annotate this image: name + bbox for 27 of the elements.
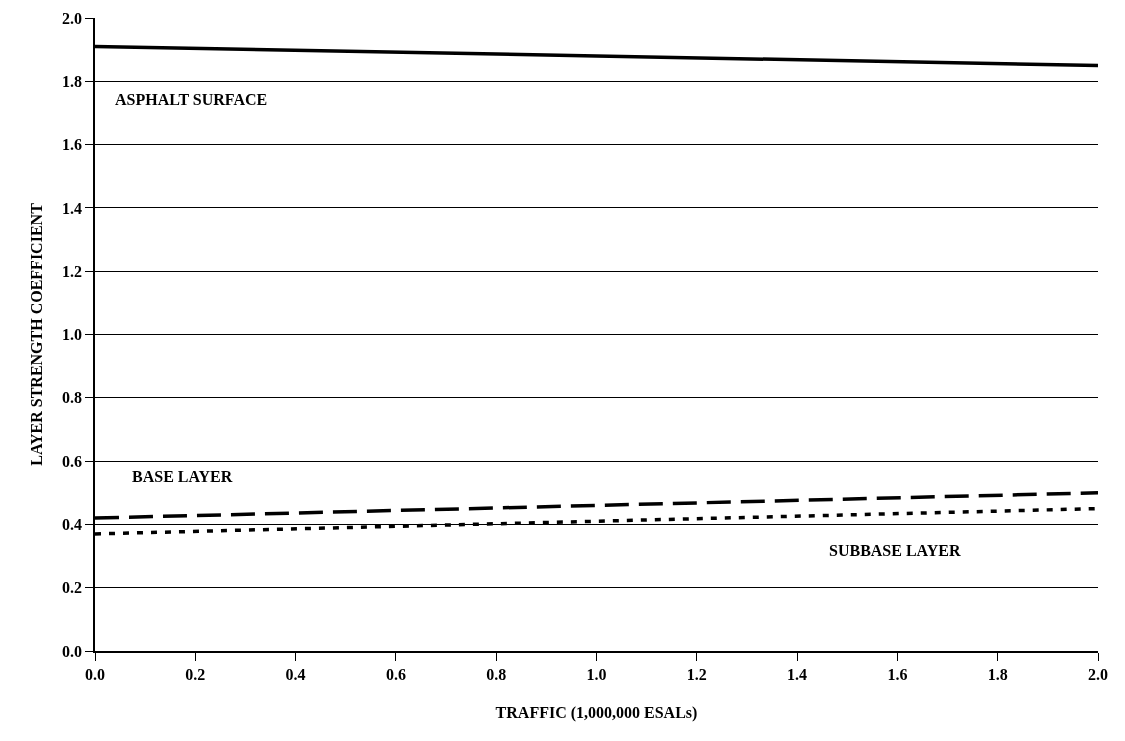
y-tick-label: 0.4 [62, 516, 83, 533]
text: ASPHALT SURFACE [115, 91, 268, 108]
x-tick-label: 0.4 [285, 665, 306, 683]
y-tick-label: 1.2 [62, 262, 83, 280]
x-tick-label: 2.0 [1088, 665, 1108, 683]
y-tick-label: 1.0 [62, 326, 83, 344]
y-tick-label: 1.6 [62, 136, 83, 154]
x-tick-label: 1.0 [586, 665, 607, 683]
x-axis-title: TRAFFIC (1,000,000 ESALs) [495, 704, 698, 723]
series-label: SUBBASE LAYER [829, 542, 961, 559]
y-tick-label: 0.0 [62, 642, 83, 660]
y-tick-label: 1.4 [62, 199, 83, 217]
y-tick-label: 2.0 [62, 9, 83, 27]
series-label: BASE LAYER [132, 468, 233, 485]
y-tick-label: 1.8 [62, 72, 83, 90]
x-tick-label: 1.2 [686, 665, 707, 683]
y-tick-label: 0.2 [62, 579, 83, 597]
x-tick-label: 1.4 [787, 665, 808, 683]
x-tick-label: 1.6 [887, 665, 908, 683]
y-tick-label: 0.6 [62, 452, 83, 470]
y-axis-title: LAYER STRENGTH COEFFICIENT [28, 202, 46, 466]
x-tick-label: 0.0 [85, 665, 105, 683]
x-tick-label: 0.8 [486, 665, 507, 683]
x-tick-label: 0.2 [185, 665, 206, 683]
y-tick-label: 0.8 [62, 389, 83, 407]
x-tick-label: 1.8 [987, 665, 1008, 683]
x-tick-label: 0.6 [385, 665, 406, 683]
